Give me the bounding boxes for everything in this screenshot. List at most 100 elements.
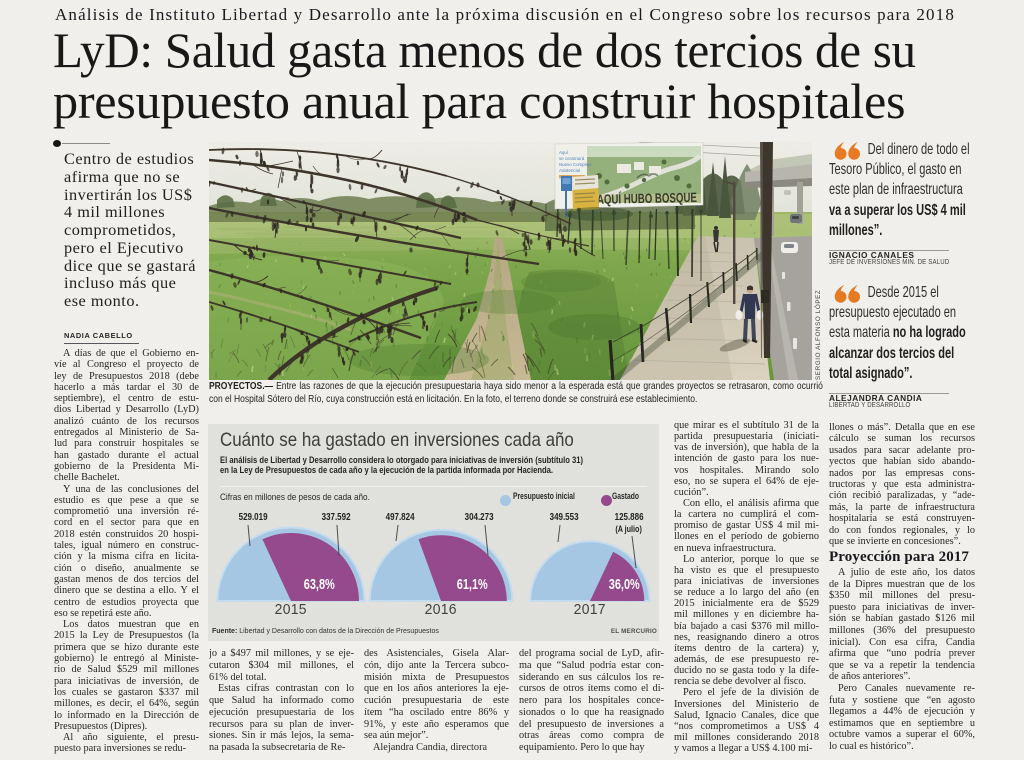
text-line: 91%, y este año esperamos que — [364, 718, 509, 730]
text-line: dice que se gastará — [64, 255, 196, 275]
body-column-1: jo a $497 mil millones, y se eje-cutaron… — [209, 648, 354, 754]
text-line: ese monto. — [64, 291, 140, 310]
text-line: cución”. — [674, 486, 709, 498]
text-line: ejecución presupuestaria de los — [209, 706, 354, 718]
text-line: 2015 la Ley de Presupuestos (la — [54, 630, 199, 642]
pull-quote-1: Del dinero de todo el Tesoro Público, el… — [829, 136, 976, 266]
text-line: gobierno de la Presidenta Mi- — [54, 460, 199, 472]
text-line: ítem “ha oscilado entre 86% y — [364, 706, 509, 718]
text-line: septiembre), el centro de estu- — [54, 393, 199, 405]
text-line: tructoras y que esta administra- — [829, 478, 975, 490]
body-column-5-lower: A julio de este año, los datos de la Dipr… — [829, 567, 975, 753]
text-line: otras áreas como compra de — [519, 730, 664, 742]
body-column-left: A días de que el Gobierno en-víe al Cong… — [54, 348, 199, 755]
text-line: ley de Presupuestos 2018 (debe — [54, 370, 199, 382]
text-line: futa y sostiene que “en agosto — [829, 694, 975, 706]
quote-normal-text: Del dinero de todo el Tesoro Público, el… — [829, 141, 970, 199]
text-line: 2015 inicialmente era de $529 — [674, 598, 819, 610]
photo-credit-text: SERGIO ALFONSO LÓPEZ — [815, 289, 822, 380]
text-line: vas de inversión), que habla de la — [674, 442, 819, 454]
text-line: partida presupuestaria (iniciati- — [674, 431, 819, 443]
body-column-5-upper: llones o más”. Detalla que en ese cálculo… — [829, 422, 975, 547]
text-line: nados por las empresas cons- — [829, 467, 975, 479]
text-line: A julio de este año, los datos — [838, 567, 975, 578]
text-line: eso se repetirá este año. — [54, 607, 152, 619]
text-line: sea aún mejor”. — [364, 730, 429, 742]
text-line: Los datos muestran que en — [63, 619, 199, 631]
text-line: comprometidos, — [64, 220, 177, 239]
lede-bullet-rule — [62, 142, 110, 144]
text-line: llegamos a 44% de ejecución y — [829, 706, 975, 718]
pull-quote-2: Desde 2015 el presupuesto ejecutado en e… — [829, 279, 976, 409]
text-line: tales, igual número en construc- — [54, 540, 199, 552]
body-column-2: des Asistenciales, Gisela Alar-cón, dijo… — [364, 648, 509, 754]
text-line: víe al Congreso el proyecto de — [54, 359, 199, 371]
text-line: millones, es decir, el 64%, según — [54, 698, 199, 710]
text-line: Y una de las conclusiones del — [63, 483, 199, 495]
text-line: Salud, Ignacio Canales, dice que — [674, 709, 819, 721]
text-line: analizó cuánto de los recursos — [54, 415, 199, 427]
body-column-4: que mirar es el subtítulo 31 de la partid… — [674, 420, 819, 754]
text-line: Lo anterior, porque lo que se — [683, 553, 819, 565]
text-line: cución presupuestaria de este — [364, 695, 509, 706]
text-line: que se invierte en concesiones”. — [829, 535, 961, 547]
headline-line1: LyD: Salud gasta menos de dos tercios de… — [53, 22, 916, 78]
text-line: para iniciativas de inversiones — [674, 575, 819, 587]
text-line: 2018 estén construidos 20 hospi- — [54, 528, 199, 540]
billboard-line: se construirá — [559, 156, 585, 161]
text-line: para iniciativas de inversión, de — [54, 675, 199, 687]
byline: NADIA CABELLO — [64, 331, 139, 344]
text-line: cálculo se suman los recursos — [829, 433, 975, 445]
text-line: na pasada la subsecretaria de Re- — [209, 742, 346, 753]
text-line: do con fondos regionales, y lo — [829, 524, 975, 536]
text-line: y vamos a llegar a US$ 4.100 mi- — [674, 743, 813, 755]
text-line: Inversiones del Ministerio de — [674, 698, 819, 710]
text-line: dios Libertad y Desarrollo (LyD) — [54, 404, 199, 416]
text-line: siderando en sus cálculos los re- — [519, 671, 664, 683]
text-line: entregados al Ministerio de Sa- — [54, 427, 199, 439]
text-line: además, de ese presupuesto re- — [674, 653, 819, 665]
text-line: en nueva infraestructura. — [674, 542, 777, 554]
billboard-line: Nuevo Complejo — [559, 162, 592, 167]
text-line: puesto para iniciativas de inver- — [829, 601, 975, 613]
text-line: ducido no se gasta todo y la dife- — [674, 665, 819, 677]
text-line: lo cual es histórico”. — [829, 740, 914, 752]
text-line: estimamos que en septiembre u — [829, 717, 975, 729]
text-line: ción recibió paralizadas, y “ade- — [829, 490, 975, 502]
text-line: nero para los hospitales conce- — [519, 695, 664, 706]
text-line: puesto para inversiones se redu- — [54, 743, 187, 755]
text-line: jo a $497 mil millones, y se eje- — [209, 648, 354, 659]
chart-subtitle: El análisis de Libertad y Desarrollo con… — [220, 455, 584, 476]
text-line: rencia se debe devolver al fisco. — [674, 676, 807, 688]
section-subhead: Proyección para 2017 — [829, 549, 970, 565]
text-line: $350 mil millones del presu- — [829, 590, 975, 602]
quote-attribution-name: IGNACIO CANALES — [829, 249, 915, 260]
text-line: eso, no se supera el 64% de eje- — [674, 475, 819, 487]
text-line: gobierno) le entregó al Ministe- — [54, 653, 199, 665]
photo-illustration: Aquí se construirá Nuevo Complejo Asiste… — [209, 142, 812, 380]
text-line: centro de estudios proyecta que — [54, 596, 199, 608]
text-line: 4 mil millones — [64, 202, 166, 222]
text-line: Con ello, el análisis afirma que — [683, 497, 819, 509]
quote-attribution-role: LIBERTAD Y DESARROLLO — [829, 402, 911, 409]
text-line: del programa social de LyD, afir- — [519, 648, 664, 659]
text-line: afirma que “uno podría prever — [829, 648, 975, 660]
text-line: primera que se hizo durante este — [54, 641, 199, 653]
billboard-graffiti: AQUÍ HUBO BOSQUE — [597, 190, 697, 207]
text-line: llones o más”. Detalla que en ese — [829, 422, 975, 433]
text-line: de la Dipres muestran que de los — [829, 578, 975, 590]
text-line: “nos comprometimos a US$ 4 — [674, 720, 819, 732]
text-line: ción o diseño, anualmente se — [54, 562, 199, 574]
text-line: ha visto es que el presupuesto — [674, 564, 819, 576]
text-line: pero el Ejecutivo — [64, 237, 184, 257]
quote-attribution-name: ALEJANDRA CANDIA — [829, 392, 923, 403]
text-line: hacerlo a más tardar el 30 de — [54, 381, 199, 393]
text-line: intención de gasto para los nue- — [674, 453, 819, 465]
text-line: Al año siguiente, el presu- — [63, 732, 199, 744]
text-line: promiso de gastar US$ 4 mil mi- — [674, 520, 819, 532]
text-line: han gastado durante el actual — [54, 449, 199, 461]
chart-box: Cuánto se ha gastado en inversiones cada… — [208, 424, 659, 641]
text-line: des Asistenciales, Gisela Alar- — [364, 648, 509, 659]
legend-dot-gastado — [601, 494, 612, 506]
text-line: incluso más que — [64, 273, 177, 293]
